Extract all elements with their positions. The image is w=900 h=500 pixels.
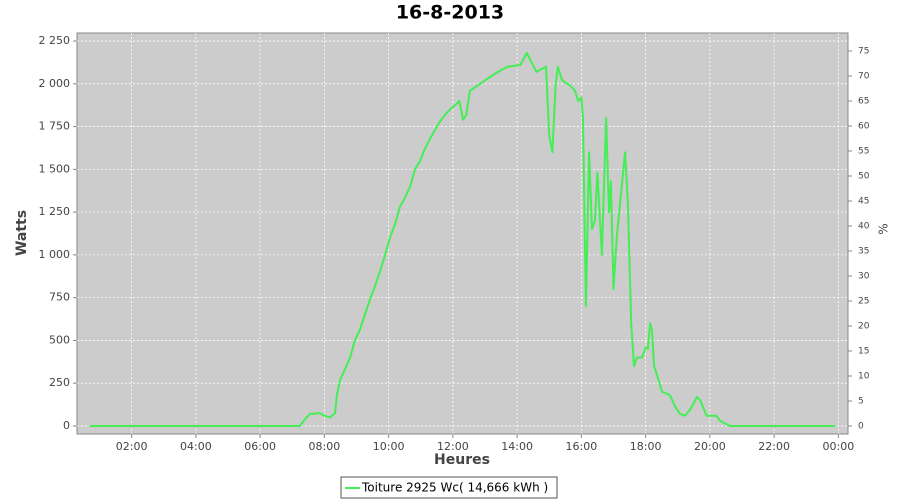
y2-tick-label: 10: [858, 372, 870, 382]
legend-box: [340, 476, 558, 499]
y2-tick-label: 20: [858, 322, 870, 332]
x-tick-label: 18:00: [630, 440, 662, 453]
y-tick-label: 2 000: [39, 77, 71, 90]
y-tick-label: 500: [49, 333, 70, 346]
y-tick-label: 1 750: [39, 120, 71, 133]
x-axis-label: Heures: [434, 452, 490, 468]
y2-tick-label: 25: [858, 297, 869, 307]
y2-tick-label: 65: [858, 97, 869, 107]
y2-tick-label: 0: [858, 422, 864, 432]
y-axis-label: Watts: [14, 210, 30, 256]
y2-tick-label: 30: [858, 272, 870, 282]
y2-tick-label: 45: [858, 197, 869, 207]
y2-tick-label: 5: [858, 397, 864, 407]
y-tick-label: 750: [49, 291, 70, 304]
x-tick-label: 12:00: [437, 440, 469, 453]
y-tick-label: 1 250: [39, 205, 71, 218]
x-tick-label: 04:00: [180, 440, 212, 453]
x-tick-label: 16:00: [566, 440, 598, 453]
y2-tick-label: 55: [858, 147, 869, 157]
y2-tick-label: 50: [858, 172, 870, 182]
x-tick-label: 14:00: [501, 440, 533, 453]
x-tick-label: 00:00: [823, 440, 855, 453]
y2-tick-label: 15: [858, 347, 869, 357]
y2-tick-label: 35: [858, 247, 869, 257]
y2-tick-label: 75: [858, 47, 869, 57]
x-tick-label: 02:00: [116, 440, 148, 453]
x-tick-label: 10:00: [373, 440, 405, 453]
y-tick-label: 1 500: [39, 162, 71, 175]
y-tick-label: 2 250: [39, 34, 71, 47]
data-line: [89, 52, 836, 427]
x-tick-label: 22:00: [758, 440, 790, 453]
legend-label: Toiture 2925 Wc( 14,666 kWh ): [361, 481, 548, 495]
y2-tick-label: 70: [858, 72, 870, 82]
y-tick-label: 250: [49, 376, 70, 389]
y-tick-label: 1 000: [39, 248, 71, 261]
plot-area: [76, 32, 849, 435]
chart-title: 16-8-2013: [396, 2, 504, 24]
x-tick-label: 08:00: [309, 440, 341, 453]
y2-axis-label: %: [877, 223, 891, 234]
x-tick-label: 06:00: [244, 440, 276, 453]
y2-tick-label: 40: [858, 222, 870, 232]
y2-tick-label: 60: [858, 122, 870, 132]
x-tick-label: 20:00: [694, 440, 726, 453]
y-tick-label: 0: [63, 419, 70, 432]
